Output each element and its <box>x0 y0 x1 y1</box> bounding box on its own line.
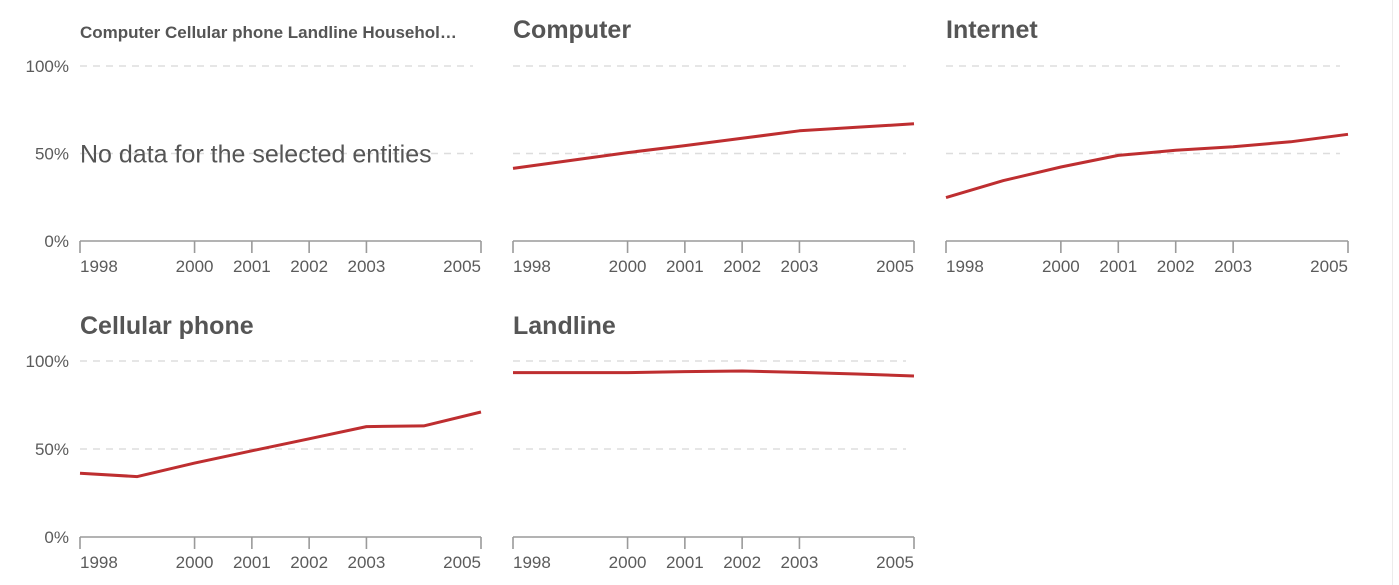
panel-title: Computer Cellular phone Landline Househo… <box>80 23 457 42</box>
x-tick-label: 2002 <box>1157 257 1195 276</box>
y-tick-label: 0% <box>44 232 69 251</box>
panel-title: Computer <box>513 16 631 44</box>
x-tick-label: 2000 <box>176 553 214 572</box>
x-tick-label: 2005 <box>876 553 914 572</box>
x-tick-label: 2005 <box>1310 257 1348 276</box>
x-tick-label: 1998 <box>513 553 551 572</box>
y-tick-label: 50% <box>35 145 69 164</box>
x-tick-label: 2001 <box>233 553 271 572</box>
y-tick-label: 0% <box>44 528 69 547</box>
panel-internet: Internet 1998 2000 2001 2002 2003 2005 <box>945 16 1349 276</box>
series-line-internet <box>945 132 1349 200</box>
series-line-computer <box>512 122 915 170</box>
x-tick-label: 2001 <box>666 553 704 572</box>
x-tick-label: 1998 <box>513 257 551 276</box>
x-tick-label: 1998 <box>946 257 984 276</box>
x-tick-label: 2001 <box>233 257 271 276</box>
panel-landline: Landline 1998 2000 2001 2002 2003 2005 <box>512 312 915 572</box>
y-tick-label: 100% <box>26 352 69 371</box>
x-tick-label: 2001 <box>666 257 704 276</box>
x-tick-label: 2002 <box>290 553 328 572</box>
x-tick-label: 1998 <box>80 553 118 572</box>
panel-computer-cellular-phone-landline-househol: Computer Cellular phone Landline Househo… <box>26 23 482 276</box>
no-data-message: No data for the selected entities <box>80 141 432 169</box>
series-line-cellular-phone <box>79 410 482 479</box>
y-tick-label: 50% <box>35 440 69 459</box>
x-tick-label: 2003 <box>781 257 819 276</box>
panel-title: Landline <box>513 312 616 340</box>
x-tick-label: 2005 <box>876 257 914 276</box>
x-tick-label: 2000 <box>1042 257 1080 276</box>
x-tick-label: 2001 <box>1099 257 1137 276</box>
y-tick-label: 100% <box>26 57 69 76</box>
x-tick-label: 2000 <box>176 257 214 276</box>
x-tick-label: 2003 <box>781 553 819 572</box>
x-tick-label: 2005 <box>443 257 481 276</box>
x-tick-label: 2002 <box>723 553 761 572</box>
x-tick-label: 2003 <box>348 257 386 276</box>
panel-title: Cellular phone <box>80 312 254 340</box>
x-tick-label: 2000 <box>609 257 647 276</box>
x-tick-label: 2002 <box>290 257 328 276</box>
series-line-landline <box>513 369 915 378</box>
panel-computer: Computer 1998 2000 2001 2002 2003 2005 <box>512 16 915 276</box>
panel-title: Internet <box>946 16 1038 44</box>
x-tick-label: 2005 <box>443 553 481 572</box>
x-tick-label: 2002 <box>723 257 761 276</box>
x-tick-label: 2000 <box>609 553 647 572</box>
x-tick-label: 2003 <box>1214 257 1252 276</box>
x-tick-label: 2003 <box>348 553 386 572</box>
panel-cellular-phone: Cellular phone 0% 50% 100% 1998 2000 2001 2002 2… <box>26 312 482 572</box>
x-tick-label: 1998 <box>80 257 118 276</box>
